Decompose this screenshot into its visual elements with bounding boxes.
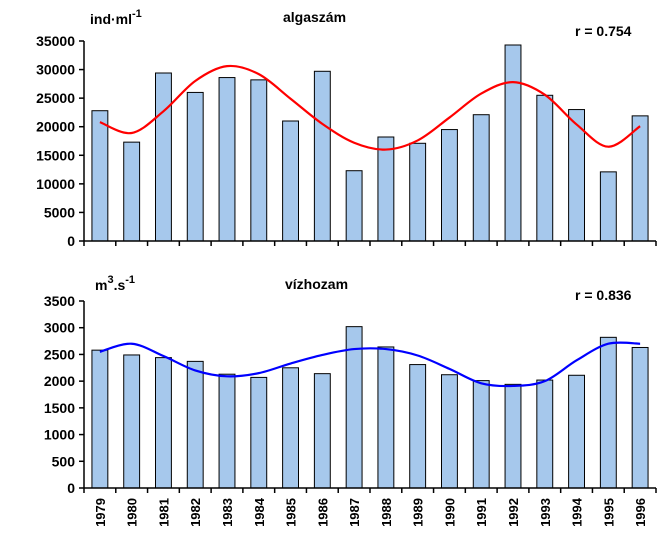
year-label-1991: 1991 (474, 498, 489, 527)
algaszam-bar-1996 (631, 115, 649, 242)
vizhozam-bar-1982 (186, 360, 204, 489)
algaszam-bar-1989 (409, 142, 427, 242)
algaszam-unit-label: ind·ml-1 (90, 8, 142, 27)
vizhozam-unit-label: m3.s-1 (95, 274, 135, 293)
year-label-1994: 1994 (570, 497, 585, 527)
vizhozam-bar-1979 (91, 349, 109, 489)
vizhozam-y-tick-label: 1000 (44, 427, 75, 443)
year-label-1980: 1980 (125, 498, 140, 527)
algaszam-bar-1992 (504, 44, 522, 242)
year-label-1993: 1993 (538, 498, 553, 527)
year-label-1985: 1985 (284, 498, 299, 527)
algaszam-y-tick-label: 35000 (36, 33, 75, 49)
algaszam-trend-line (99, 64, 641, 151)
year-label-1981: 1981 (156, 498, 171, 527)
algaszam-y-tick-label: 30000 (36, 62, 75, 78)
vizhozam-bar-1991 (472, 380, 490, 489)
vizhozam-title: vízhozam (285, 276, 348, 292)
algaszam-bar-1984 (250, 79, 268, 242)
vizhozam-correlation: r = 0.836 (575, 287, 632, 303)
year-label-1988: 1988 (379, 498, 394, 527)
algaszam-panel: ind·ml-1 algaszám r = 0.754 0 5000 10000 15… (36, 8, 657, 249)
year-label-1990: 1990 (442, 498, 457, 527)
algaszam-bar-1985 (282, 120, 299, 242)
vizhozam-bar-1996 (631, 346, 649, 489)
algaszam-y-tick-label: 10000 (36, 176, 75, 192)
algaszam-bar-1986 (313, 70, 331, 242)
year-label-1983: 1983 (220, 498, 235, 527)
vizhozam-y-tick-label: 0 (67, 480, 75, 496)
year-label-1996: 1996 (633, 498, 648, 527)
algaszam-bar-1991 (472, 114, 490, 242)
vizhozam-bar-1995 (599, 336, 617, 489)
algaszam-bar-1981 (155, 72, 172, 242)
algaszam-bar-1980 (123, 141, 141, 242)
algaszam-bar-1995 (599, 171, 617, 242)
year-label-1982: 1982 (188, 498, 203, 527)
vizhozam-y-tick-label: 3000 (44, 320, 75, 336)
vizhozam-bar-1984 (250, 376, 268, 489)
vizhozam-bar-1994 (568, 374, 585, 489)
algaszam-title: algaszám (283, 9, 346, 25)
algaszam-y-tick-label: 5000 (44, 204, 75, 220)
year-label-1987: 1987 (347, 498, 362, 527)
vizhozam-bar-1986 (313, 373, 331, 489)
vizhozam-bar-1981 (155, 357, 172, 489)
year-label-1979: 1979 (93, 498, 108, 527)
year-label-1995: 1995 (601, 498, 616, 527)
algaszam-y-tick-label: 25000 (36, 90, 75, 106)
vizhozam-bar-1993 (536, 379, 554, 489)
algaszam-y-tick-label: 20000 (36, 119, 75, 135)
vizhozam-bar-1989 (409, 364, 427, 489)
algaszam-y-tick-label: 15000 (36, 147, 75, 163)
algaszam-bar-1979 (91, 110, 109, 242)
vizhozam-bar-1990 (441, 374, 458, 489)
vizhozam-trend-line (99, 341, 641, 388)
vizhozam-bar-1988 (377, 346, 395, 489)
vizhozam-bar-1985 (282, 367, 299, 489)
vizhozam-bar-1992 (504, 383, 522, 489)
year-label-1992: 1992 (506, 498, 521, 527)
year-label-1989: 1989 (411, 498, 426, 527)
algaszam-bar-1988 (377, 136, 395, 242)
vizhozam-y-tick-label: 2000 (44, 373, 75, 389)
vizhozam-y-tick-label: 500 (52, 453, 76, 469)
vizhozam-y-tick-label: 3500 (44, 293, 75, 309)
algaszam-correlation: r = 0.754 (575, 23, 632, 39)
vizhozam-y-tick-label: 1500 (44, 400, 75, 416)
algaszam-bar-1982 (186, 91, 204, 242)
algaszam-bar-1983 (218, 77, 236, 242)
year-label-1986: 1986 (315, 498, 330, 527)
algaszam-bar-1990 (441, 129, 458, 242)
algaszam-bar-1987 (345, 170, 363, 242)
vizhozam-bar-1980 (123, 354, 141, 489)
vizhozam-bar-1983 (218, 373, 236, 489)
year-label-1984: 1984 (252, 497, 267, 527)
algaszam-bar-1993 (536, 94, 554, 242)
vizhozam-panel: m3.s-1 vízhozam r = 0.836 0 500 1000 1500 20… (44, 274, 657, 527)
vizhozam-y-tick-label: 2500 (44, 346, 75, 362)
algaszam-y-tick-label: 0 (67, 233, 75, 249)
